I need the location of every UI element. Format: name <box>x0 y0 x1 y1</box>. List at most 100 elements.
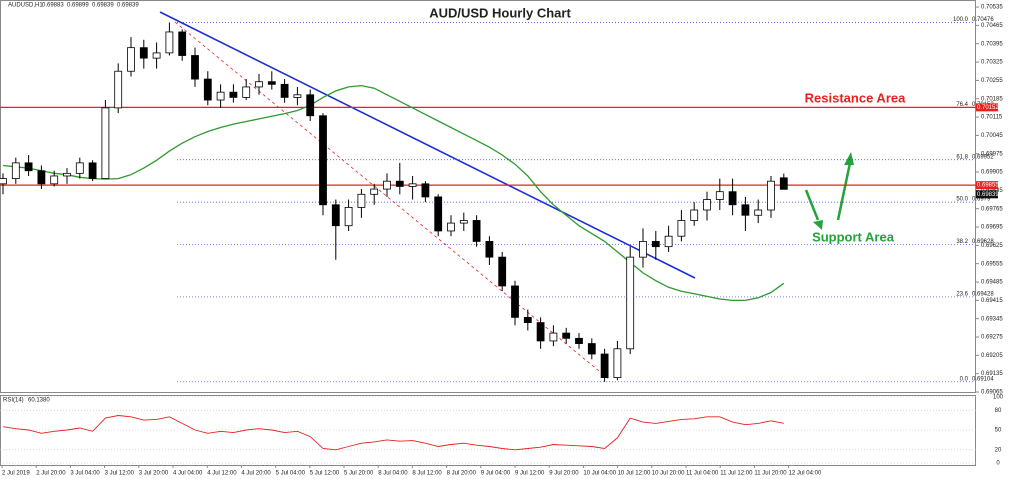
candle-body <box>229 91 238 98</box>
y-tick-label: 0.70465 <box>981 23 1003 29</box>
price-panel <box>0 0 976 393</box>
candle-body <box>293 94 302 98</box>
y-tick-label: 0.70395 <box>981 41 1003 47</box>
candle-body <box>421 183 430 198</box>
y-tick-label: 0.69765 <box>981 206 1003 212</box>
rsi-tick-label: 100 <box>993 395 1004 401</box>
candle-body <box>344 206 353 227</box>
candle-body <box>498 256 507 287</box>
fib-label: 61.8 <box>956 154 968 160</box>
candle-body <box>511 285 519 318</box>
y-tick-label: 0.69695 <box>981 225 1003 231</box>
x-tick-label: 3 Jul 12:00 <box>105 471 135 477</box>
candle-body <box>114 70 123 109</box>
fib-price: 0.69952 <box>972 154 994 160</box>
candle-body <box>600 353 609 378</box>
candle-body <box>383 180 391 190</box>
header-value: 0.69839 <box>117 3 139 9</box>
candle-body <box>703 199 711 211</box>
x-tick-label: 5 Jul 04:00 <box>276 471 306 477</box>
candle-body <box>447 222 455 232</box>
candle-body <box>664 235 673 248</box>
trend-line <box>159 11 696 279</box>
fib-label: 100.0 <box>953 17 969 23</box>
rsi-name: RSI(14) <box>3 398 24 404</box>
fib-price: 0.69428 <box>972 292 994 298</box>
candle-body <box>88 162 97 179</box>
x-tick-label: 10 Jul 20:00 <box>652 471 685 477</box>
x-tick-label: 2 Jul 20:00 <box>36 471 66 477</box>
x-tick-label: 8 Jul 12:00 <box>412 471 442 477</box>
chart-title: AUD/USD Hourly Chart <box>429 5 571 20</box>
candle-body <box>562 332 571 339</box>
x-tick-label: 9 Jul 20:00 <box>549 471 579 477</box>
candle-body <box>639 241 647 258</box>
fib-label: 50.0 <box>956 197 968 203</box>
fib-label: 38.2 <box>956 239 968 245</box>
candle-body <box>472 220 481 242</box>
y-tick-label: 0.69135 <box>981 371 1003 377</box>
rsi-tick-label: 80 <box>995 408 1002 414</box>
candle-body <box>626 256 635 350</box>
x-tick-label: 8 Jul 20:00 <box>447 471 477 477</box>
candle-body <box>651 241 660 248</box>
candle-body <box>165 31 174 54</box>
y-tick-label: 0.70185 <box>981 96 1003 102</box>
y-tick-label: 0.69065 <box>981 390 1003 396</box>
x-tick-label: 4 Jul 20:00 <box>241 471 271 477</box>
candle-body <box>690 209 699 221</box>
x-tick-label: 11 Jul 12:00 <box>720 471 753 477</box>
fib-line <box>174 21 611 381</box>
candle-body <box>767 180 775 211</box>
candle-body <box>728 191 737 206</box>
candle-body <box>242 86 251 98</box>
moving-average <box>2 84 785 302</box>
candle-body <box>613 348 622 378</box>
candle-body <box>741 204 750 216</box>
x-tick-label: 8 Jul 04:00 <box>378 471 408 477</box>
fib-price: 0.6979 <box>972 197 991 203</box>
candle-body <box>677 220 686 237</box>
y-tick-label: 0.69625 <box>981 243 1003 249</box>
y-tick-label: 0.69555 <box>981 261 1003 267</box>
header-value: 0.69883 <box>42 3 64 9</box>
candle-body <box>63 172 71 177</box>
y-tick-label: 0.70045 <box>981 133 1003 139</box>
candle-body <box>139 47 148 59</box>
candle-body <box>754 209 763 216</box>
fib-price: 0.69628 <box>972 239 994 245</box>
x-tick-label: 11 Jul 20:00 <box>754 471 787 477</box>
x-tick-label: 5 Jul 20:00 <box>344 471 374 477</box>
y-tick-label: 0.69275 <box>981 335 1003 341</box>
candle-body <box>101 107 110 179</box>
candle-body <box>50 175 59 185</box>
candle-body <box>191 55 199 80</box>
candle-body <box>536 322 545 342</box>
y-tick-label: 0.70115 <box>981 115 1003 121</box>
y-tick-label: 0.69415 <box>981 298 1003 304</box>
annotation: Support Area <box>812 229 895 244</box>
x-tick-label: 3 Jul 04:00 <box>70 471 100 477</box>
x-tick-label: 2 Jul 2019 <box>2 471 30 477</box>
candle-body <box>434 196 443 232</box>
candle-body <box>280 83 289 98</box>
candle-body <box>255 81 263 88</box>
candle-body <box>370 188 379 195</box>
candle-body <box>203 78 212 101</box>
x-tick-label: 3 Jul 20:00 <box>139 471 169 477</box>
candle-body <box>37 170 46 185</box>
fib-label: 0.0 <box>960 376 969 382</box>
x-tick-label: 11 Jul 04:00 <box>686 471 719 477</box>
candle-body <box>779 177 788 190</box>
candle-body <box>216 91 225 101</box>
y-tick-label: 0.69485 <box>981 280 1003 286</box>
candle-body <box>11 162 20 179</box>
candle-body <box>523 316 532 324</box>
arrows <box>804 152 854 230</box>
annotation: Resistance Area <box>805 90 906 105</box>
y-tick-label: 0.69905 <box>981 170 1003 176</box>
rsi-panel <box>0 395 976 466</box>
rsi-tick-label: 0 <box>996 461 1000 467</box>
x-tick-label: 12 Jul 04:00 <box>789 471 822 477</box>
